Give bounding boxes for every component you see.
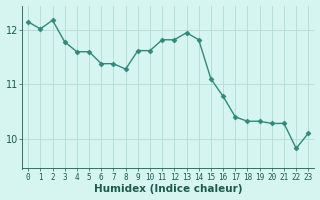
X-axis label: Humidex (Indice chaleur): Humidex (Indice chaleur) (94, 184, 243, 194)
